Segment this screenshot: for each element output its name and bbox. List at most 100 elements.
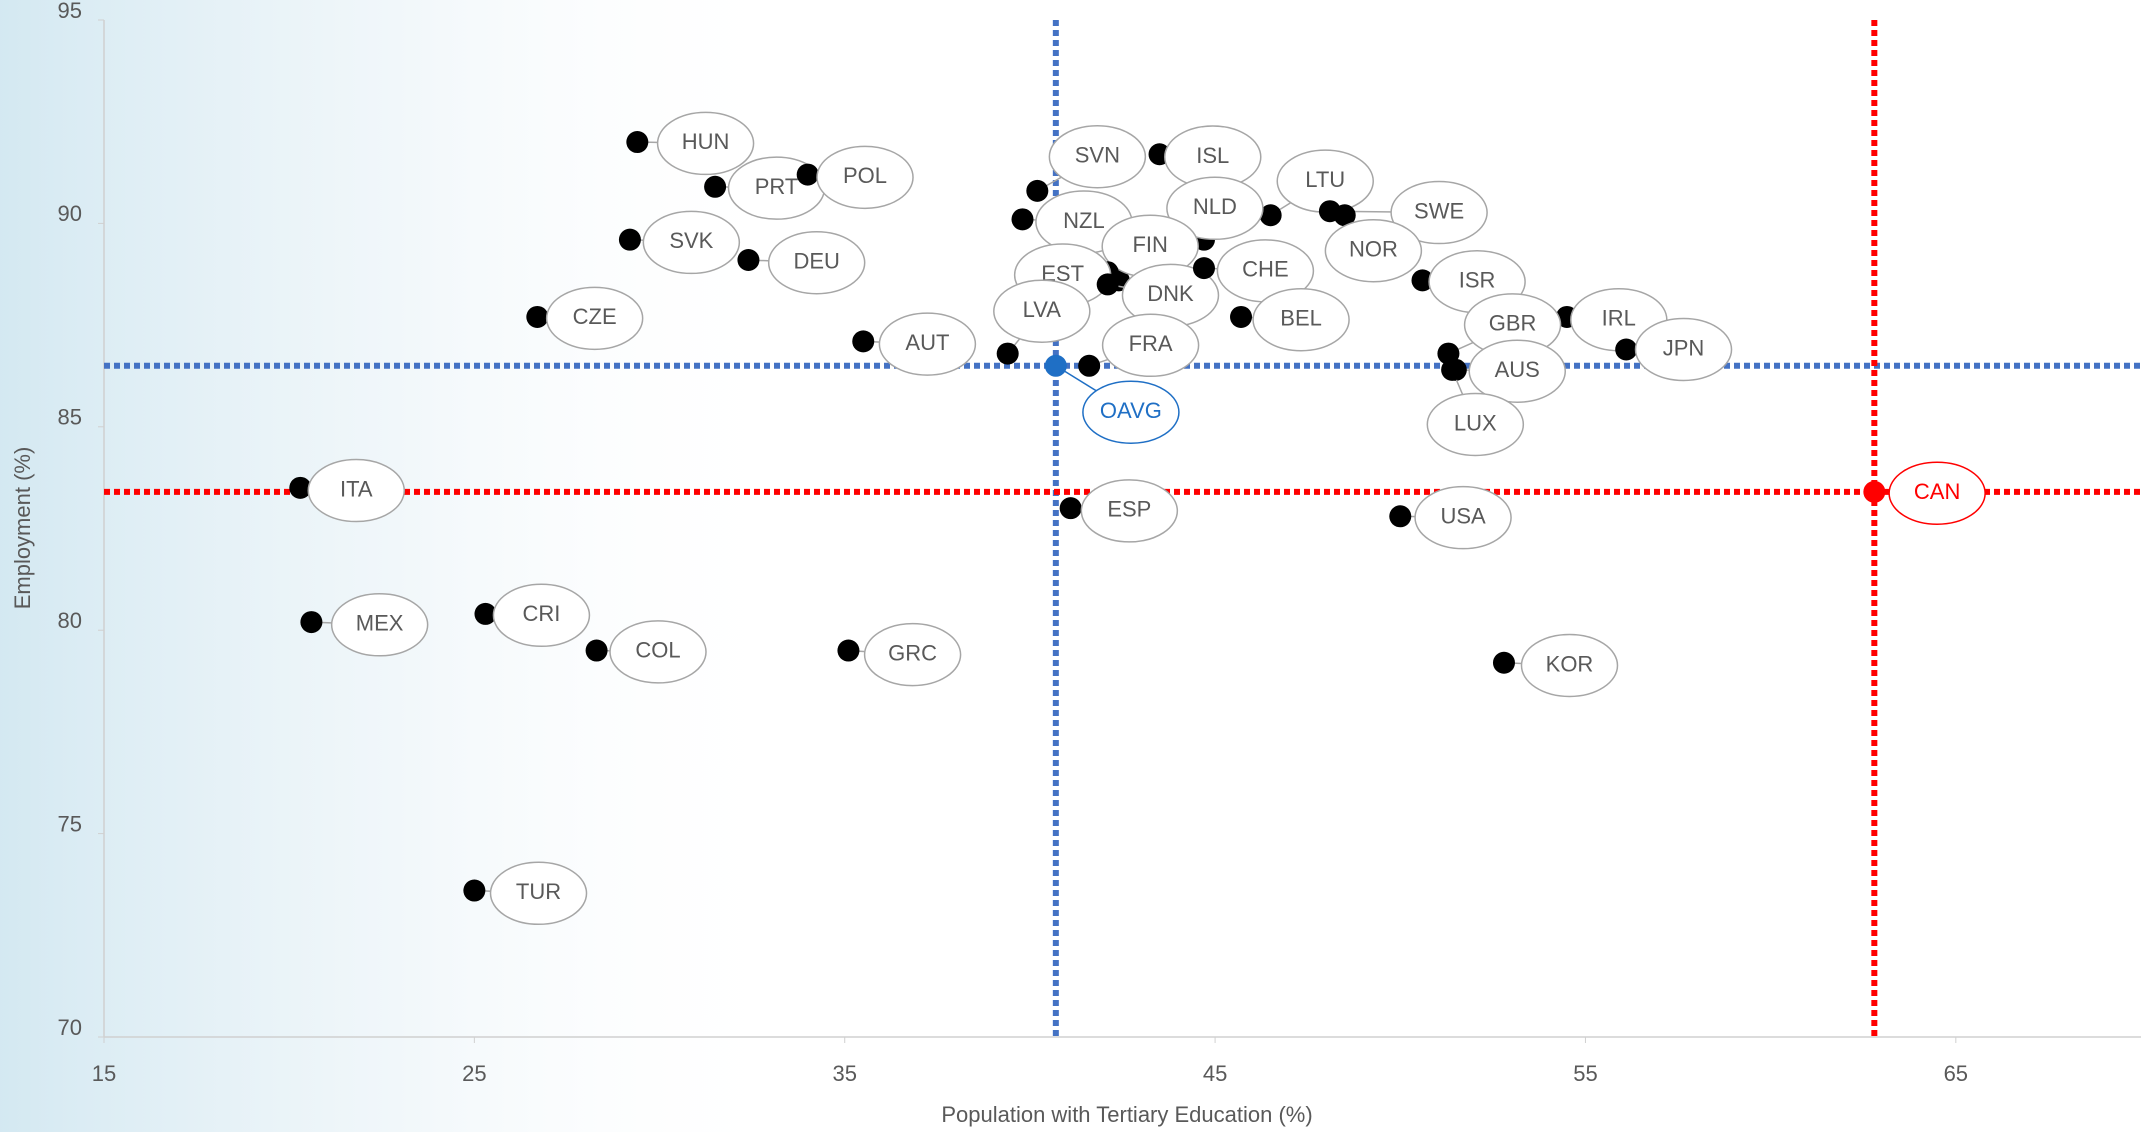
x-tick-label: 55 [1573, 1061, 1597, 1086]
point [1192, 257, 1215, 280]
label-bubble [1252, 287, 1350, 352]
background-decoration [0, 0, 800, 1132]
point [618, 228, 641, 251]
point-label: AUT [905, 330, 949, 355]
label-bubble [1426, 392, 1525, 457]
label-bubble [1414, 485, 1512, 550]
point-label: NOR [1349, 237, 1398, 262]
point-label: ITA [340, 476, 373, 501]
point [463, 879, 486, 902]
point [796, 163, 819, 186]
point [300, 611, 323, 634]
point-label: NLD [1193, 194, 1237, 219]
point-label: JPN [1663, 335, 1705, 360]
label-bubble [1390, 180, 1488, 245]
point-label: DEU [793, 249, 839, 274]
point [474, 602, 497, 625]
x-tick-label: 65 [1944, 1061, 1968, 1086]
point [1044, 354, 1067, 377]
point [1096, 273, 1119, 296]
label-bubble [489, 861, 588, 926]
point [737, 249, 760, 272]
point [1492, 651, 1515, 674]
point [1259, 204, 1282, 227]
point-label: FIN [1132, 232, 1167, 257]
point-label: OAVG [1100, 398, 1162, 423]
point-label: LTU [1305, 167, 1345, 192]
label-bubble [1080, 479, 1179, 543]
point [1011, 208, 1034, 231]
label-bubble [816, 145, 914, 210]
point-label: USA [1440, 503, 1486, 528]
x-tick-label: 35 [832, 1061, 856, 1086]
x-tick-label: 15 [92, 1061, 116, 1086]
y-tick-label: 80 [58, 608, 82, 633]
point [289, 476, 312, 499]
point-label: SWE [1414, 198, 1464, 223]
label-bubble [767, 230, 866, 295]
point-label: SVK [669, 228, 713, 253]
point [585, 639, 608, 662]
label-bubble [993, 279, 1091, 344]
point-label: MEX [356, 611, 404, 636]
point-label: PRT [755, 174, 799, 199]
x-tick-label: 25 [462, 1061, 486, 1086]
label-bubble [1324, 219, 1423, 283]
label-bubble [1468, 339, 1567, 403]
point [1026, 179, 1049, 202]
point-label: ESP [1107, 497, 1151, 522]
label-bubble [609, 620, 707, 684]
point-label: SVN [1075, 143, 1120, 168]
point-label: ISL [1196, 143, 1229, 168]
point-label: CRI [522, 601, 560, 626]
label-bubble [1520, 633, 1619, 698]
label-bubble [1101, 313, 1200, 378]
point [996, 342, 1019, 365]
label-bubble [1082, 380, 1180, 444]
point-label: GBR [1489, 311, 1537, 336]
y-tick-label: 70 [58, 1015, 82, 1040]
y-tick-label: 85 [58, 405, 82, 430]
label-bubble [1888, 461, 1986, 526]
point [1078, 354, 1101, 377]
point [1863, 480, 1886, 503]
point [1441, 358, 1464, 381]
label-bubble [307, 458, 406, 523]
point [837, 639, 860, 662]
point-label: ISR [1459, 268, 1496, 293]
point-label: COL [635, 638, 680, 663]
label-bubble [330, 593, 429, 657]
label-bubble [863, 622, 962, 687]
point [1411, 269, 1434, 292]
label-bubble [878, 312, 977, 376]
point [704, 175, 727, 198]
point [852, 330, 875, 353]
point-label: NZL [1063, 208, 1105, 233]
point-label: DNK [1147, 281, 1194, 306]
x-tick-label: 45 [1203, 1061, 1227, 1086]
point-label: AUS [1495, 357, 1540, 382]
point-label: LUX [1454, 410, 1497, 435]
label-bubble [492, 583, 591, 648]
label-bubble [545, 286, 644, 351]
point-label: IRL [1602, 306, 1636, 331]
point-label: FRA [1129, 331, 1173, 356]
point-label: CZE [573, 304, 617, 329]
point-label: TUR [516, 879, 561, 904]
point-label: HUN [682, 129, 730, 154]
point-label: LVA [1023, 297, 1062, 322]
x-axis-label: Population with Tertiary Education (%) [941, 1102, 1312, 1127]
label-bubble [1048, 124, 1147, 189]
point-label: KOR [1546, 651, 1594, 676]
point-label: POL [843, 163, 887, 188]
point-label: CAN [1914, 479, 1960, 504]
point [626, 131, 649, 154]
y-tick-label: 75 [58, 811, 82, 836]
y-tick-label: 90 [58, 201, 82, 226]
point [1615, 338, 1638, 361]
point-label: BEL [1280, 306, 1322, 331]
point [1059, 497, 1082, 520]
point-label: CHE [1242, 257, 1288, 282]
